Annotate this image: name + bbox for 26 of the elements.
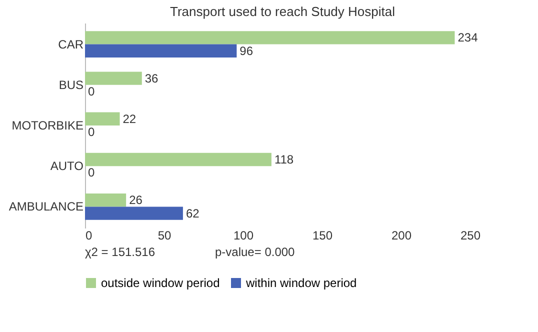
data-label: 234	[458, 30, 478, 45]
text: p-value= 0.000	[215, 245, 296, 259]
x-tick-label: 200	[391, 228, 412, 242]
y-tick-label: MOTORBIKE	[12, 118, 84, 132]
data-label: 26	[129, 193, 143, 208]
legend-label: outside window period	[101, 276, 220, 290]
data-label: 62	[186, 206, 200, 220]
y-tick-label: AMBULANCE	[8, 200, 84, 214]
legend-label: within window period	[245, 276, 357, 290]
y-tick-label: AUTO	[50, 159, 84, 174]
y-tick-label: CAR	[58, 37, 84, 52]
data-label: 22	[122, 112, 136, 126]
data-label: 0	[88, 125, 95, 140]
x-tick-label: 50	[158, 228, 172, 242]
x-tick-label: 250	[460, 228, 481, 242]
y-tick-label: BUS	[58, 78, 84, 92]
text: χ2 = 151.516	[85, 245, 156, 259]
x-tick-label: 100	[233, 228, 254, 242]
x-tick-label: 0	[86, 228, 92, 242]
x-tick-label: 150	[312, 228, 333, 242]
data-label: 0	[88, 166, 95, 180]
data-label: 36	[144, 71, 159, 86]
data-label: 0	[88, 84, 95, 98]
chart-title: Transport used to reach Study Hospital	[170, 4, 396, 19]
data-label: 96	[240, 44, 254, 58]
data-label: 118	[274, 152, 294, 166]
